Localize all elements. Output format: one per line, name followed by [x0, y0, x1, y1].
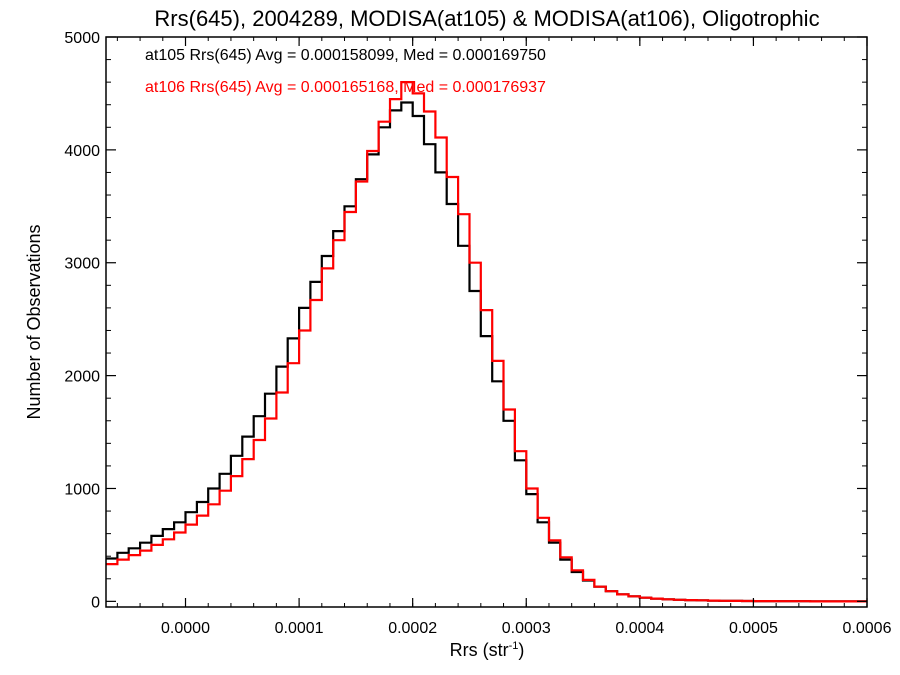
x-axis-label: Rrs (str-1)	[450, 640, 525, 660]
y-axis-label: Number of Observations	[24, 224, 44, 419]
x-tick-label: 0.0000	[161, 620, 210, 637]
plot-frame	[105, 36, 868, 608]
series-0-line	[106, 101, 867, 603]
y-tick-label: 4000	[64, 143, 100, 160]
x-axis-label-close: )	[518, 640, 524, 660]
y-tick-label: 0	[91, 594, 100, 611]
y-tick-label: 5000	[64, 30, 100, 47]
annotation-at106: at106 Rrs(645) Avg = 0.000165168, Med = …	[145, 79, 546, 96]
x-tick-label: 0.0002	[388, 620, 437, 637]
y-tick-label: 2000	[64, 369, 100, 386]
x-tick-label: 0.0004	[615, 620, 664, 637]
x-tick-label: 0.0003	[502, 620, 551, 637]
y-tick-label: 1000	[64, 481, 100, 498]
plot-area	[106, 81, 867, 603]
x-tick-label: 0.0005	[729, 620, 778, 637]
axes: 0.0000 0.0001 0.0002 0.0003 0.0004 0.0005 0.00…	[64, 30, 891, 637]
x-tick-label: 0.0006	[843, 620, 892, 637]
x-axis-label-superscript: -1	[509, 640, 519, 652]
series-1-line	[106, 81, 867, 603]
x-axis-label-text: Rrs (str	[450, 640, 509, 660]
annotation-at105: at105 Rrs(645) Avg = 0.000158099, Med = …	[145, 47, 546, 64]
x-tick-label: 0.0001	[275, 620, 324, 637]
chart-title: Rrs(645), 2004289, MODISA(at105) & MODIS…	[154, 6, 819, 31]
y-tick-label: 3000	[64, 256, 100, 273]
